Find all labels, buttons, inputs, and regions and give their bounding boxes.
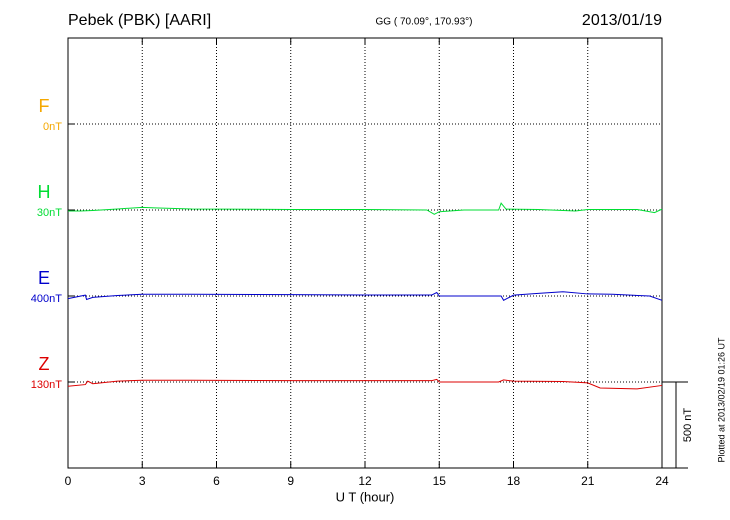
x-tick-label: 9 (287, 474, 294, 488)
x-tick-label: 18 (507, 474, 521, 488)
chart-title: Pebek (PBK) [AARI] (68, 12, 211, 29)
series-offset: 0nT (43, 121, 62, 133)
x-tick-label: 6 (213, 474, 220, 488)
series-name: Z (39, 354, 50, 374)
x-tick-label: 3 (139, 474, 146, 488)
series-name: F (39, 96, 50, 116)
plot-note: Plotted at 2013/02/19 01:26 UT (716, 337, 726, 463)
x-axis-label: U T (hour) (336, 489, 395, 504)
x-tick-label: 0 (65, 474, 72, 488)
trace (67, 378, 663, 390)
series-name: H (38, 182, 51, 202)
x-tick-label: 24 (655, 474, 669, 488)
x-tick-label: 15 (433, 474, 447, 488)
series-offset: 30nT (37, 207, 62, 219)
series-offset: 130nT (31, 379, 62, 391)
trace (68, 202, 663, 215)
trace (67, 291, 663, 301)
scale-bar-label: 500 nT (682, 408, 694, 443)
series-name: E (38, 268, 50, 288)
x-tick-label: 12 (358, 474, 372, 488)
plot-frame (67, 37, 663, 469)
series-offset: 400nT (31, 293, 62, 305)
x-tick-label: 21 (581, 474, 595, 488)
date: 2013/01/19 (582, 12, 662, 29)
subtitle: GG ( 70.09°, 170.93°) (376, 17, 473, 28)
